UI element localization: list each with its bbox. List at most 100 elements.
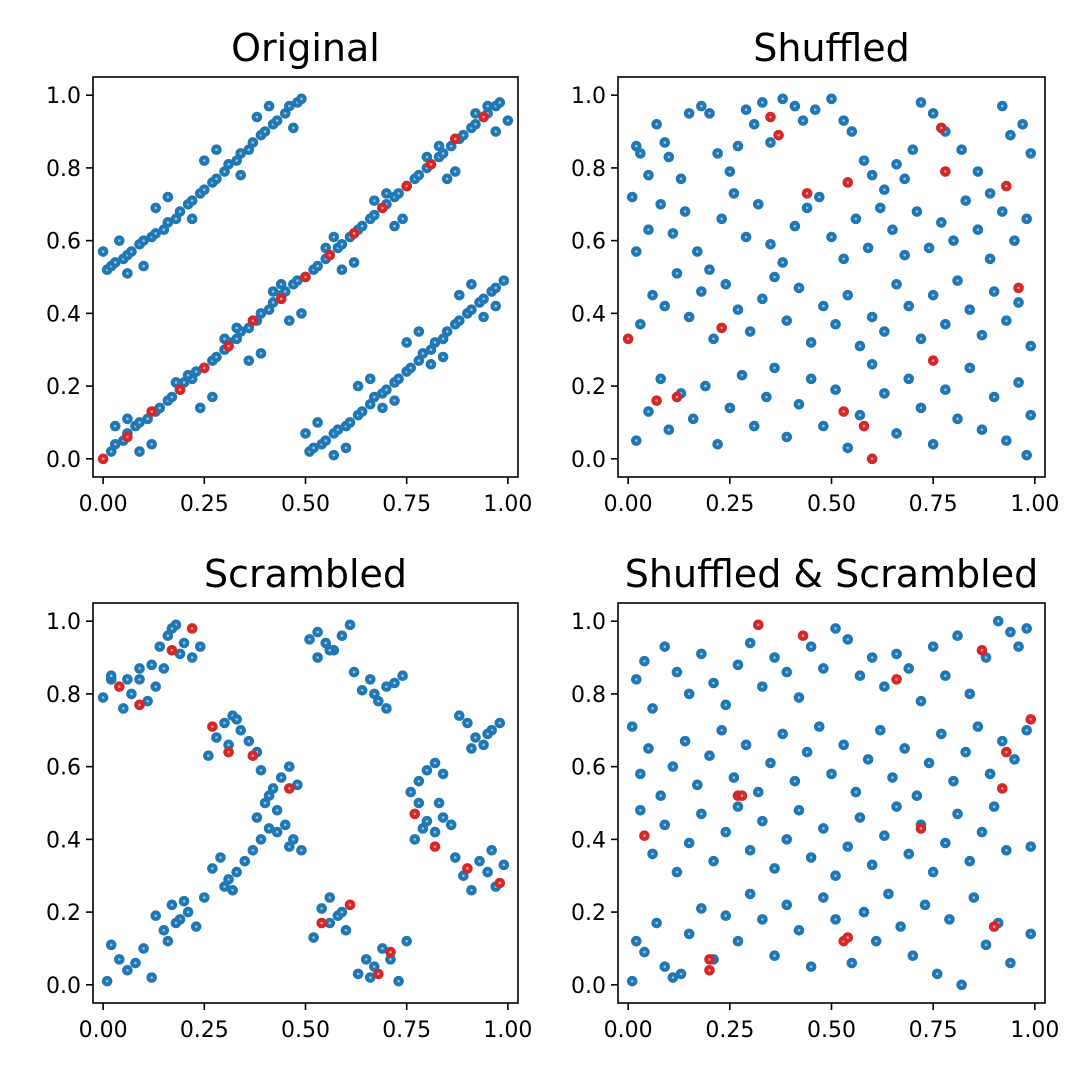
point-center: [781, 97, 784, 101]
point-center: [178, 652, 182, 656]
x-tick-label: 0.50: [807, 1018, 856, 1043]
point-center: [724, 830, 728, 834]
point-center: [449, 144, 453, 148]
chart-panel-2: Shuffled 0.00 0.25 0.50 0.75 1.00 0.0 0.2 0.4 0.6…: [571, 26, 1059, 517]
x-tick-label: 0.75: [909, 1018, 958, 1043]
point-center: [944, 388, 947, 392]
point-center: [724, 914, 728, 918]
point-center: [494, 286, 498, 290]
point-center: [919, 827, 923, 830]
point-center: [340, 242, 344, 246]
point-center: [182, 641, 186, 645]
point-center: [736, 939, 740, 943]
point-center: [227, 162, 230, 166]
point-center: [931, 112, 935, 115]
point-center: [186, 373, 190, 377]
point-center: [858, 413, 862, 417]
point-center: [919, 699, 923, 703]
point-center: [785, 435, 789, 439]
point-center: [385, 388, 388, 392]
point-center: [822, 827, 825, 830]
point-center: [150, 442, 153, 446]
point-center: [830, 772, 833, 776]
point-center: [203, 188, 206, 192]
point-center: [988, 257, 992, 261]
point-center: [1013, 758, 1016, 761]
point-center: [907, 852, 911, 856]
point-center: [113, 424, 117, 428]
point-center: [498, 881, 502, 885]
point-center: [368, 976, 372, 979]
point-center: [785, 319, 789, 322]
point-center: [773, 954, 776, 958]
y-tick-label: 1.0: [571, 610, 606, 635]
point-center: [805, 192, 809, 195]
point-center: [635, 439, 638, 442]
point-center: [453, 137, 457, 141]
point-center: [663, 823, 667, 827]
point-center: [332, 453, 336, 457]
point-center: [866, 758, 870, 761]
point-center: [748, 848, 752, 852]
y-tick-label: 0.8: [571, 683, 606, 708]
point-center: [720, 217, 723, 221]
point-center: [368, 678, 372, 681]
point-center: [879, 206, 882, 210]
point-center: [809, 965, 813, 968]
x-tick-label: 0.00: [79, 1018, 128, 1043]
point-center: [393, 681, 396, 685]
point-center: [474, 122, 477, 126]
point-center: [948, 918, 951, 921]
y-tick-label: 0.2: [46, 901, 81, 926]
point-center: [960, 148, 963, 152]
point-center: [675, 272, 679, 275]
point-center: [687, 315, 691, 319]
point-center: [373, 199, 376, 202]
point-center: [1029, 152, 1033, 155]
point-center: [696, 250, 699, 253]
point-center: [643, 950, 646, 954]
point-center: [757, 202, 760, 206]
point-center: [732, 776, 736, 779]
point-center: [101, 250, 105, 253]
point-center: [409, 366, 413, 370]
point-center: [874, 939, 878, 943]
point-center: [328, 253, 332, 257]
point-center: [502, 863, 506, 867]
point-center: [675, 870, 679, 874]
point-center: [158, 406, 162, 410]
point-center: [704, 384, 707, 388]
point-center: [215, 177, 218, 181]
point-center: [712, 337, 715, 341]
point-center: [647, 410, 650, 413]
y-tick-label: 0.6: [571, 756, 606, 781]
point-center: [316, 421, 319, 424]
point-center: [243, 859, 247, 863]
point-center: [146, 699, 149, 703]
point-center: [744, 235, 748, 239]
point-center: [757, 790, 760, 794]
point-center: [793, 104, 797, 108]
point-center: [927, 246, 931, 250]
point-center: [126, 968, 129, 972]
point-center: [700, 290, 703, 293]
point-center: [328, 648, 332, 652]
point-center: [696, 783, 699, 787]
point-center: [748, 641, 752, 645]
point-center: [166, 634, 170, 638]
point-center: [834, 388, 837, 392]
point-center: [138, 678, 141, 681]
point-center: [267, 794, 271, 798]
point-center: [1029, 344, 1033, 348]
point-center: [887, 892, 890, 896]
point-center: [1005, 439, 1008, 442]
point-center: [809, 645, 813, 648]
point-center: [466, 867, 469, 870]
point-center: [732, 192, 736, 195]
point-center: [312, 936, 315, 939]
x-tick-label: 0.25: [705, 492, 754, 517]
point-center: [744, 743, 748, 747]
point-center: [846, 446, 850, 450]
point-center: [470, 747, 473, 750]
point-center: [968, 692, 972, 696]
